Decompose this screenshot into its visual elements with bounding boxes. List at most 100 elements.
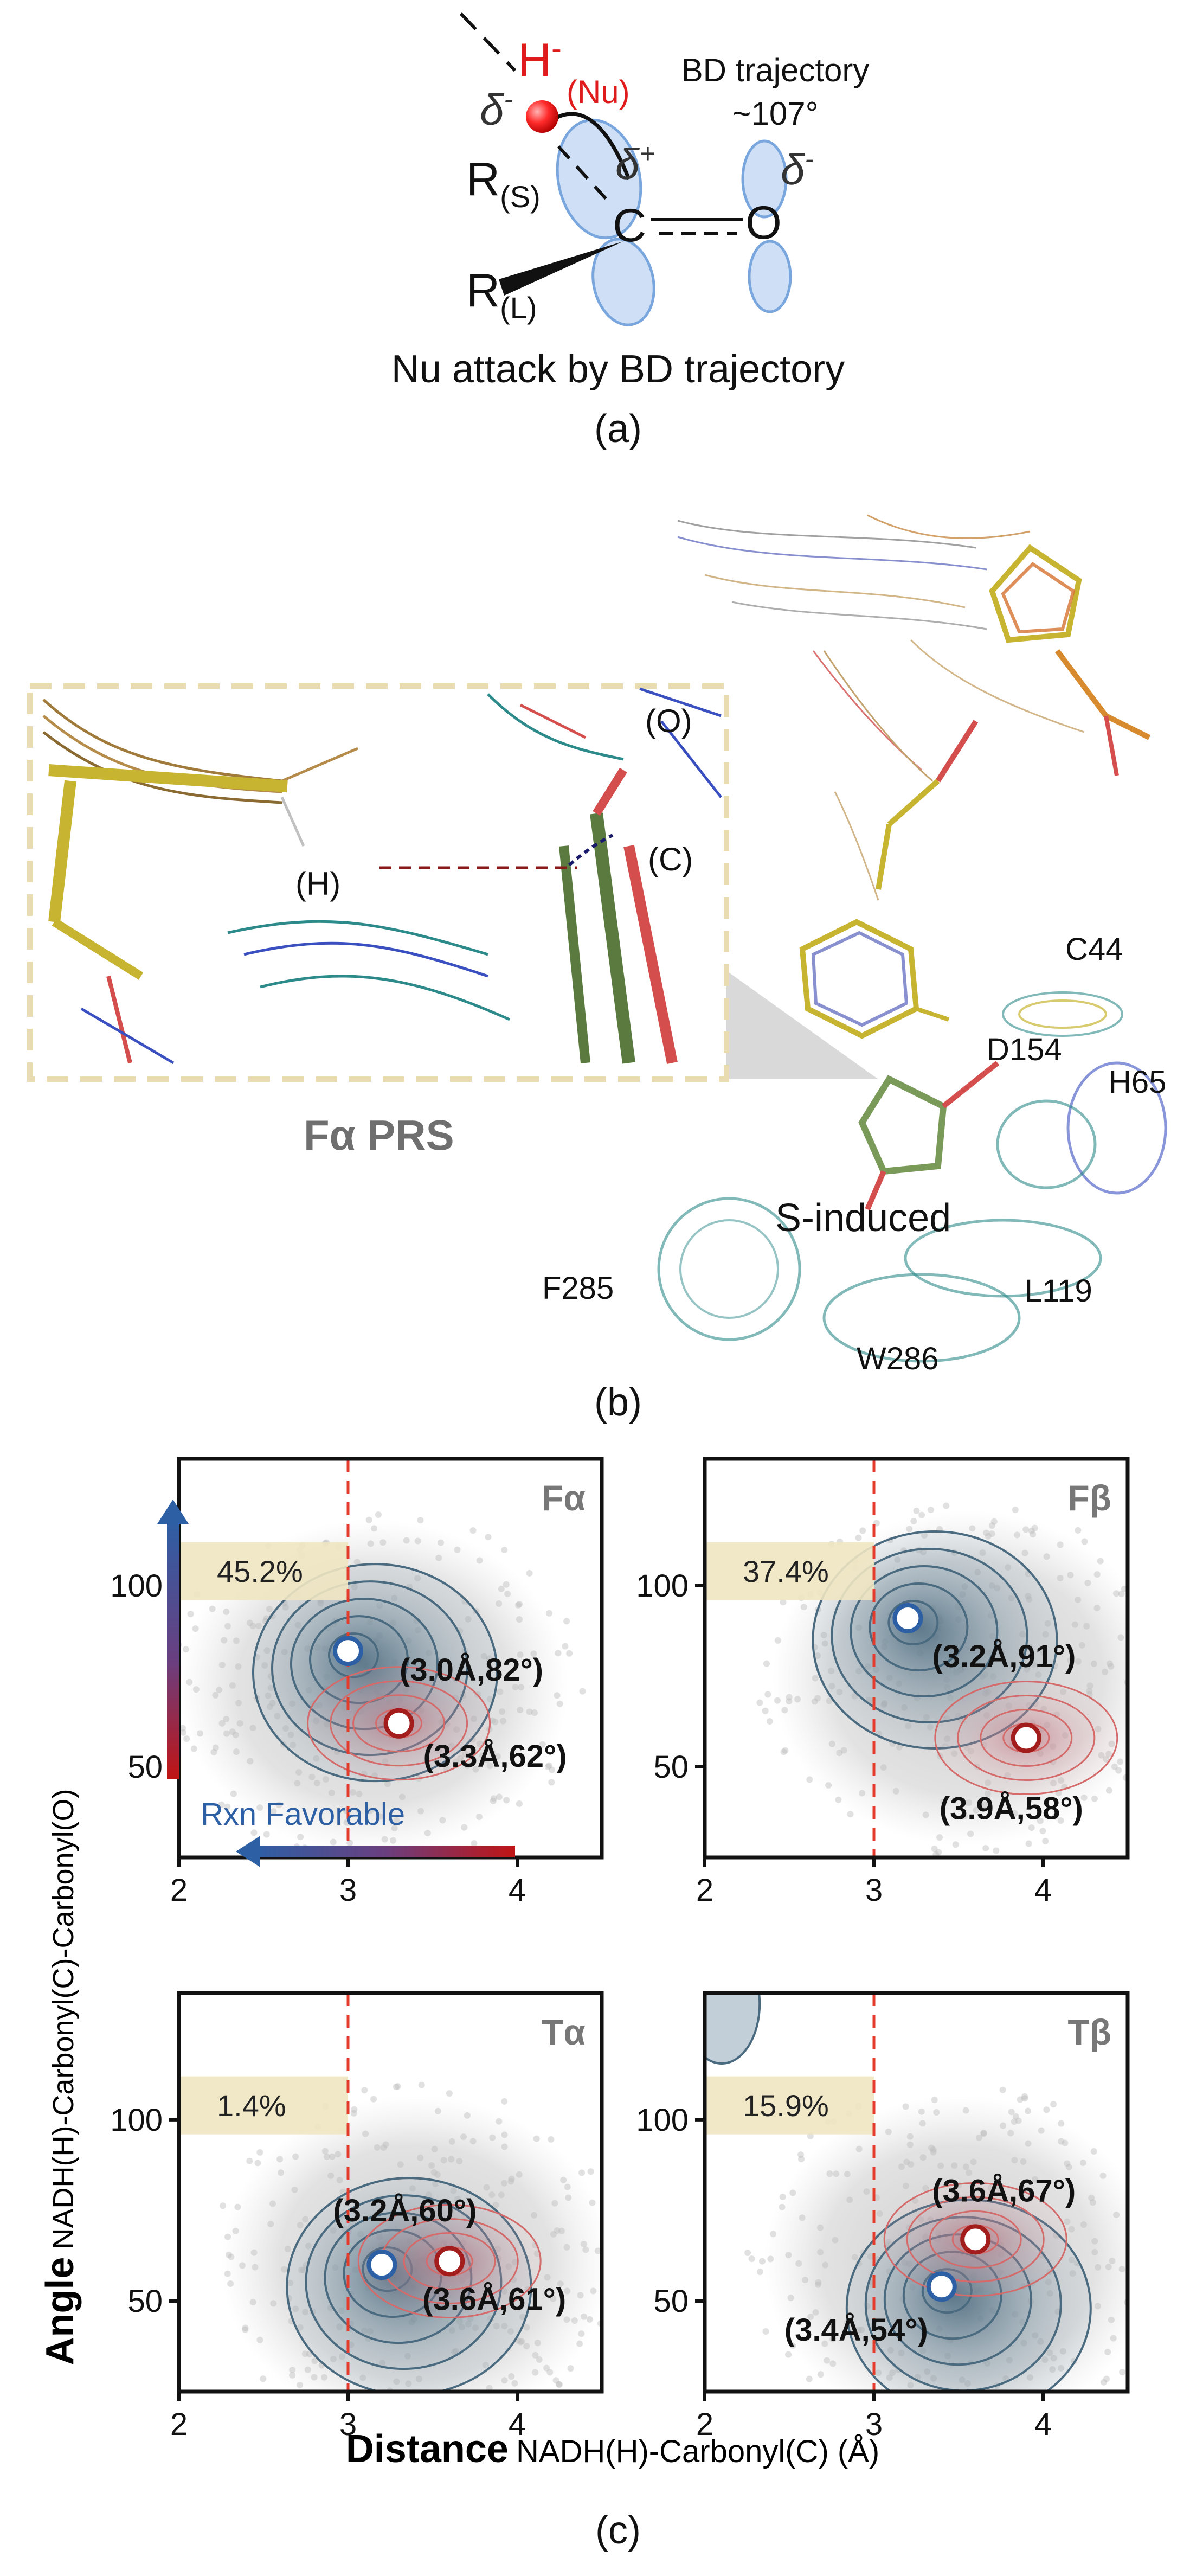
- blue-state-label: (3.2Å,91°): [932, 1639, 1076, 1674]
- scatter-dot: [1007, 2130, 1014, 2137]
- scatter-dot: [606, 2261, 612, 2268]
- scatter-dot: [1113, 2212, 1120, 2219]
- scatter-dot: [1145, 1590, 1152, 1597]
- threshold-band: [705, 1542, 874, 1600]
- scatter-dot: [969, 1525, 976, 1532]
- scatter-dot: [961, 1812, 968, 1819]
- scatter-dot: [329, 2153, 336, 2160]
- scatter-dot: [233, 1637, 240, 1644]
- scatter-dot: [249, 1623, 256, 1630]
- fraction-label: 15.9%: [743, 2088, 829, 2123]
- scatter-dot: [497, 1688, 504, 1695]
- scatter-dot: [563, 2316, 570, 2323]
- blue-state-marker: [926, 2271, 957, 2302]
- scatter-dot: [472, 1766, 479, 1773]
- scatter-dot: [218, 1720, 226, 1727]
- scatter-dot: [490, 2420, 497, 2426]
- scatter-dot: [544, 2274, 551, 2281]
- subplot-frame: [703, 1991, 1130, 2394]
- scatter-dot: [249, 2298, 256, 2305]
- scatter-dot: [514, 1601, 522, 1609]
- scatter-dot: [981, 1802, 988, 1809]
- scatter-dot: [182, 1646, 189, 1653]
- scatter-dot: [234, 2203, 241, 2210]
- scatter-dot: [1105, 1787, 1112, 1794]
- scatter-dot: [517, 1707, 524, 1714]
- scatter-dot: [434, 2171, 441, 2178]
- scatter-dot: [516, 1616, 523, 1623]
- scatter-dot: [1071, 1621, 1078, 1628]
- scatter-dot: [1133, 2249, 1139, 2255]
- red-state-label: (3.9Å,58°): [940, 1791, 1083, 1827]
- scatter-dot: [1117, 1758, 1124, 1765]
- fraction-label: 1.4%: [217, 2088, 286, 2123]
- scatter-dot: [183, 1735, 190, 1742]
- rxn-vertical-arrow: [167, 1518, 179, 1779]
- scatter-dot: [252, 2264, 259, 2271]
- scatter-dot: [1139, 2214, 1146, 2220]
- scatter-dot: [1090, 2148, 1097, 2155]
- scatter-dot: [1149, 1736, 1155, 1743]
- scatter-dot: [1043, 2106, 1050, 2113]
- scatter-dot: [398, 1793, 406, 1800]
- scatter-dot: [223, 1715, 230, 1722]
- scatter-dot: [797, 2151, 805, 2158]
- threshold-band: [705, 2076, 874, 2135]
- scatter-dot: [266, 1606, 273, 1613]
- scatter-dot: [269, 2200, 276, 2207]
- red-state-marker: [960, 2224, 991, 2255]
- scatter-dot: [1089, 2199, 1096, 2206]
- scatter-dot: [1091, 2238, 1098, 2245]
- scatter-dot: [1078, 1642, 1085, 1649]
- scatter-dot: [380, 2144, 387, 2151]
- scatter-dot: [382, 2141, 389, 2148]
- scatter-dot: [508, 2373, 515, 2380]
- scatter-dot: [418, 2081, 425, 2088]
- panel-a-scheme: H- (Nu) δ- R(S) R(L) C δ+ O δ- BD trajec…: [391, 12, 869, 451]
- scatter-dot: [902, 2182, 909, 2189]
- scatter-dot: [256, 2336, 263, 2343]
- scatter-dot: [919, 2120, 926, 2127]
- scatter-dot: [501, 1547, 508, 1554]
- scatter-dot: [475, 2394, 482, 2400]
- scatter-dot: [937, 2162, 944, 2169]
- carbon-p-orbital-bottom: [591, 238, 655, 326]
- scatter-dot: [539, 1741, 546, 1748]
- scatter-dot: [566, 1650, 573, 1657]
- scatter-dot: [212, 1744, 219, 1751]
- scatter-dot: [826, 2170, 833, 2177]
- scatter-dot: [517, 2338, 524, 2346]
- scatter-dot: [817, 2224, 824, 2231]
- scatter-dot: [488, 1749, 496, 1756]
- scatter-dot: [503, 1581, 510, 1588]
- x-tick-label: 3: [339, 2407, 357, 2442]
- scatter-dot: [984, 1790, 991, 1797]
- scatter-dot: [556, 2381, 563, 2388]
- scatter-dot: [187, 1611, 194, 1618]
- scatter-dot: [1075, 1527, 1082, 1534]
- scatter-dot: [393, 2084, 400, 2091]
- scatter-dot: [255, 1623, 262, 1630]
- scatter-dot: [297, 2381, 304, 2388]
- scatter-dot: [587, 2168, 594, 2175]
- scatter-dot: [417, 1517, 424, 1524]
- red-state-label: (3.3Å,62°): [423, 1739, 567, 1774]
- scatter-dot: [379, 1539, 387, 1546]
- scatter-dot: [919, 2154, 927, 2161]
- scatter-dot: [855, 2145, 863, 2152]
- scatter-dot: [548, 2136, 555, 2143]
- scatter-dot: [501, 2098, 508, 2105]
- blue-state-label: (3.4Å,54°): [784, 2312, 928, 2348]
- scatter-dot: [903, 2158, 910, 2165]
- scatter-dot: [232, 1732, 239, 1739]
- oxygen-p-orbital-top: [741, 139, 788, 219]
- scatter-dot: [1015, 2117, 1022, 2124]
- scatter-dot: [256, 1804, 263, 1811]
- scatter-dot: [982, 1845, 989, 1852]
- x-axis-label: Distance NADH(H)-Carbonyl(C) (Å): [346, 2427, 879, 2471]
- blue-state-marker: [366, 2250, 397, 2280]
- scatter-dot: [212, 1691, 219, 1699]
- residue-l119: L119: [1025, 1273, 1092, 1309]
- scatter-dot: [785, 2351, 792, 2358]
